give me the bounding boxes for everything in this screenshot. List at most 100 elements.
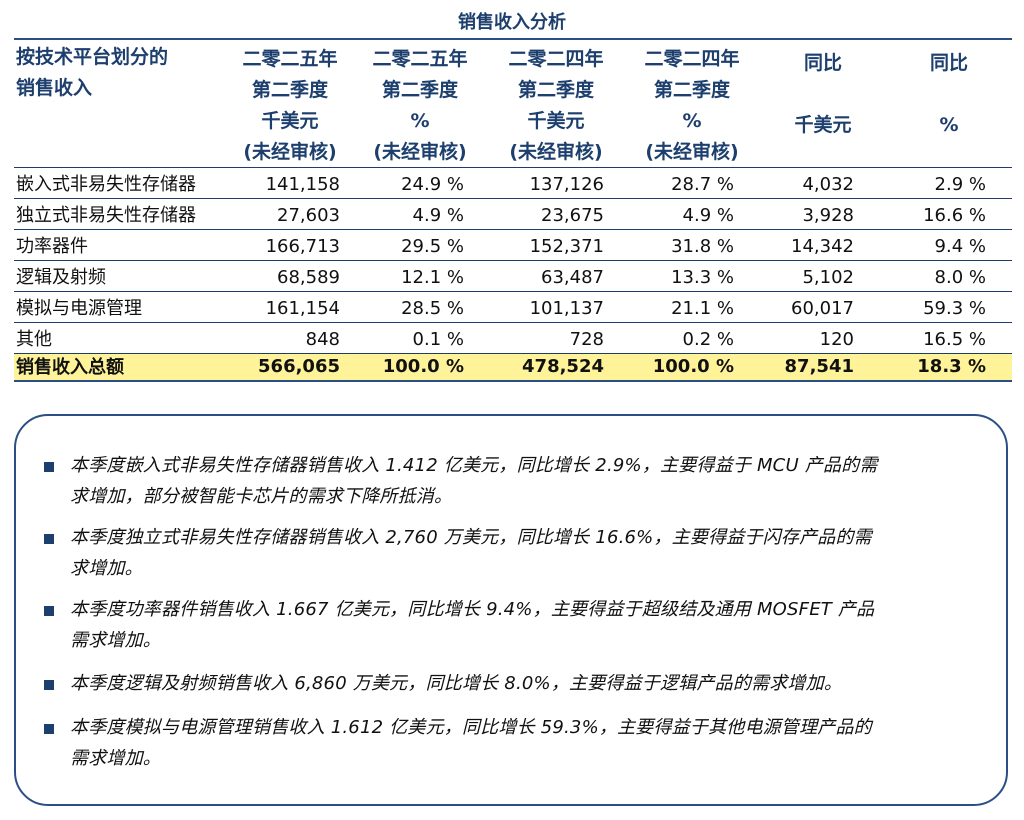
- row-label: 其他: [16, 329, 52, 350]
- cell-2025-percent: 29.5 %: [401, 236, 464, 257]
- row-rule: [14, 291, 1012, 292]
- cell-2024-percent: 4.9 %: [682, 205, 734, 226]
- header-text: 千美元: [527, 110, 585, 132]
- table-row: 独立式非易失性存储器 27,603 4.9 % 23,675 4.9 % 3,9…: [14, 199, 1012, 229]
- total-label: 销售收入总额: [16, 357, 124, 378]
- total-yoy-percent: 18.3 %: [917, 356, 986, 377]
- note-line: 本季度逻辑及射频销售收入 6,860 万美元，同比增长 8.0%，主要得益于逻辑…: [70, 673, 843, 694]
- note-line: 需求增加。: [70, 630, 161, 651]
- note-line: 本季度嵌入式非易失性存储器销售收入 1.412 亿美元，同比增长 2.9%，主要…: [70, 455, 878, 476]
- cell-yoy-percent: 16.6 %: [923, 205, 986, 226]
- row-rule: [14, 198, 1012, 199]
- note-item: 本季度模拟与电源管理销售收入 1.612 亿美元，同比增长 59.3%，主要得益…: [70, 712, 996, 774]
- cell-yoy-percent: 2.9 %: [934, 174, 986, 195]
- cell-2025-percent: 4.9 %: [412, 205, 464, 226]
- header-col-2025q2-amount: 二零二五年 第二季度 千美元 (未经审核): [228, 44, 352, 168]
- header-text: %: [939, 114, 959, 136]
- cell-yoy-percent: 59.3 %: [923, 298, 986, 319]
- header-text: 销售收入: [16, 77, 93, 99]
- header-col-2024q2-amount: 二零二四年 第二季度 千美元 (未经审核): [494, 44, 618, 168]
- table-row: 功率器件 166,713 29.5 % 152,371 31.8 % 14,34…: [14, 230, 1012, 260]
- table-row: 其他 848 0.1 % 728 0.2 % 120 16.5 %: [14, 323, 1012, 353]
- cell-yoy-amount: 5,102: [802, 267, 854, 288]
- note-item: 本季度独立式非易失性存储器销售收入 2,760 万美元，同比增长 16.6%，主…: [70, 522, 996, 584]
- note-line: 本季度独立式非易失性存储器销售收入 2,760 万美元，同比增长 16.6%，主…: [70, 527, 872, 548]
- table-bottom-rule: [14, 380, 1012, 382]
- table-row: 逻辑及射频 68,589 12.1 % 63,487 13.3 % 5,102 …: [14, 261, 1012, 291]
- header-bottom-rule: [14, 167, 1012, 168]
- header-col-yoy-percent: 同比 %: [904, 48, 994, 141]
- note-line: 求增加。: [70, 558, 143, 579]
- cell-2025-amount: 166,713: [265, 236, 340, 257]
- note-item: 本季度功率器件销售收入 1.667 亿美元，同比增长 9.4%，主要得益于超级结…: [70, 594, 996, 656]
- total-2024-amount: 478,524: [522, 356, 604, 377]
- cell-2024-percent: 0.2 %: [682, 329, 734, 350]
- header-top-rule: [14, 38, 1012, 40]
- cell-2024-percent: 28.7 %: [671, 174, 734, 195]
- header-text: (未经审核): [645, 141, 739, 163]
- note-line: 本季度模拟与电源管理销售收入 1.612 亿美元，同比增长 59.3%，主要得益…: [70, 717, 872, 738]
- total-2025-amount: 566,065: [258, 356, 340, 377]
- row-rule: [14, 260, 1012, 261]
- cell-yoy-percent: 9.4 %: [934, 236, 986, 257]
- cell-2025-percent: 28.5 %: [401, 298, 464, 319]
- cell-2024-amount: 101,137: [529, 298, 604, 319]
- cell-yoy-percent: 8.0 %: [934, 267, 986, 288]
- header-text: (未经审核): [509, 141, 603, 163]
- note-line: 需求增加。: [70, 748, 161, 769]
- row-label: 嵌入式非易失性存储器: [16, 174, 196, 195]
- cell-2025-percent: 0.1 %: [412, 329, 464, 350]
- header-text: 第二季度: [251, 79, 328, 101]
- header-col-category: 按技术平台划分的 销售收入: [16, 42, 226, 104]
- header-text: %: [410, 110, 430, 132]
- cell-2024-amount: 137,126: [529, 174, 604, 195]
- cell-yoy-amount: 120: [819, 329, 854, 350]
- cell-2025-amount: 141,158: [265, 174, 340, 195]
- table-title: 销售收入分析: [458, 12, 566, 33]
- cell-2025-amount: 848: [305, 329, 340, 350]
- cell-yoy-amount: 4,032: [802, 174, 854, 195]
- row-rule: [14, 353, 1012, 354]
- header-text: 第二季度: [381, 79, 458, 101]
- header-text: 同比: [929, 52, 968, 74]
- note-line: 本季度功率器件销售收入 1.667 亿美元，同比增长 9.4%，主要得益于超级结…: [70, 599, 875, 620]
- cell-2025-amount: 27,603: [277, 205, 340, 226]
- total-row: 销售收入总额 566,065 100.0 % 478,524 100.0 % 8…: [14, 354, 1012, 380]
- square-bullet-icon: [44, 462, 54, 472]
- header-col-yoy-amount: 同比 千美元: [778, 48, 868, 141]
- cell-2024-amount: 152,371: [529, 236, 604, 257]
- header-text: %: [682, 110, 702, 132]
- square-bullet-icon: [44, 680, 54, 690]
- header-text: 按技术平台划分的: [16, 46, 169, 68]
- square-bullet-icon: [44, 724, 54, 734]
- note-item: 本季度逻辑及射频销售收入 6,860 万美元，同比增长 8.0%，主要得益于逻辑…: [70, 668, 996, 699]
- header-text: 第二季度: [517, 79, 594, 101]
- header-text: 二零二五年: [372, 48, 468, 70]
- cell-2024-percent: 31.8 %: [671, 236, 734, 257]
- note-line: 求增加，部分被智能卡芯片的需求下降所抵消。: [70, 486, 453, 507]
- square-bullet-icon: [44, 606, 54, 616]
- square-bullet-icon: [44, 534, 54, 544]
- header-text: 千美元: [794, 114, 852, 136]
- cell-yoy-percent: 16.5 %: [923, 329, 986, 350]
- header-text: 第二季度: [653, 79, 730, 101]
- cell-yoy-amount: 60,017: [791, 298, 854, 319]
- notes-box: 本季度嵌入式非易失性存储器销售收入 1.412 亿美元，同比增长 2.9%，主要…: [14, 414, 1008, 806]
- cell-2025-percent: 24.9 %: [401, 174, 464, 195]
- cell-2024-amount: 728: [569, 329, 604, 350]
- header-text: (未经审核): [243, 141, 337, 163]
- cell-2025-amount: 68,589: [277, 267, 340, 288]
- cell-2024-percent: 21.1 %: [671, 298, 734, 319]
- header-col-2025q2-percent: 二零二五年 第二季度 % (未经审核): [360, 44, 480, 168]
- row-rule: [14, 322, 1012, 323]
- total-2024-percent: 100.0 %: [652, 356, 734, 377]
- note-item: 本季度嵌入式非易失性存储器销售收入 1.412 亿美元，同比增长 2.9%，主要…: [70, 450, 996, 512]
- table-row: 嵌入式非易失性存储器 141,158 24.9 % 137,126 28.7 %…: [14, 168, 1012, 198]
- table-row: 模拟与电源管理 161,154 28.5 % 101,137 21.1 % 60…: [14, 292, 1012, 322]
- cell-2025-amount: 161,154: [265, 298, 340, 319]
- cell-2024-amount: 63,487: [541, 267, 604, 288]
- header-text: 二零二五年: [242, 48, 338, 70]
- row-label: 模拟与电源管理: [16, 298, 142, 319]
- cell-yoy-amount: 3,928: [802, 205, 854, 226]
- header-text: 千美元: [261, 110, 319, 132]
